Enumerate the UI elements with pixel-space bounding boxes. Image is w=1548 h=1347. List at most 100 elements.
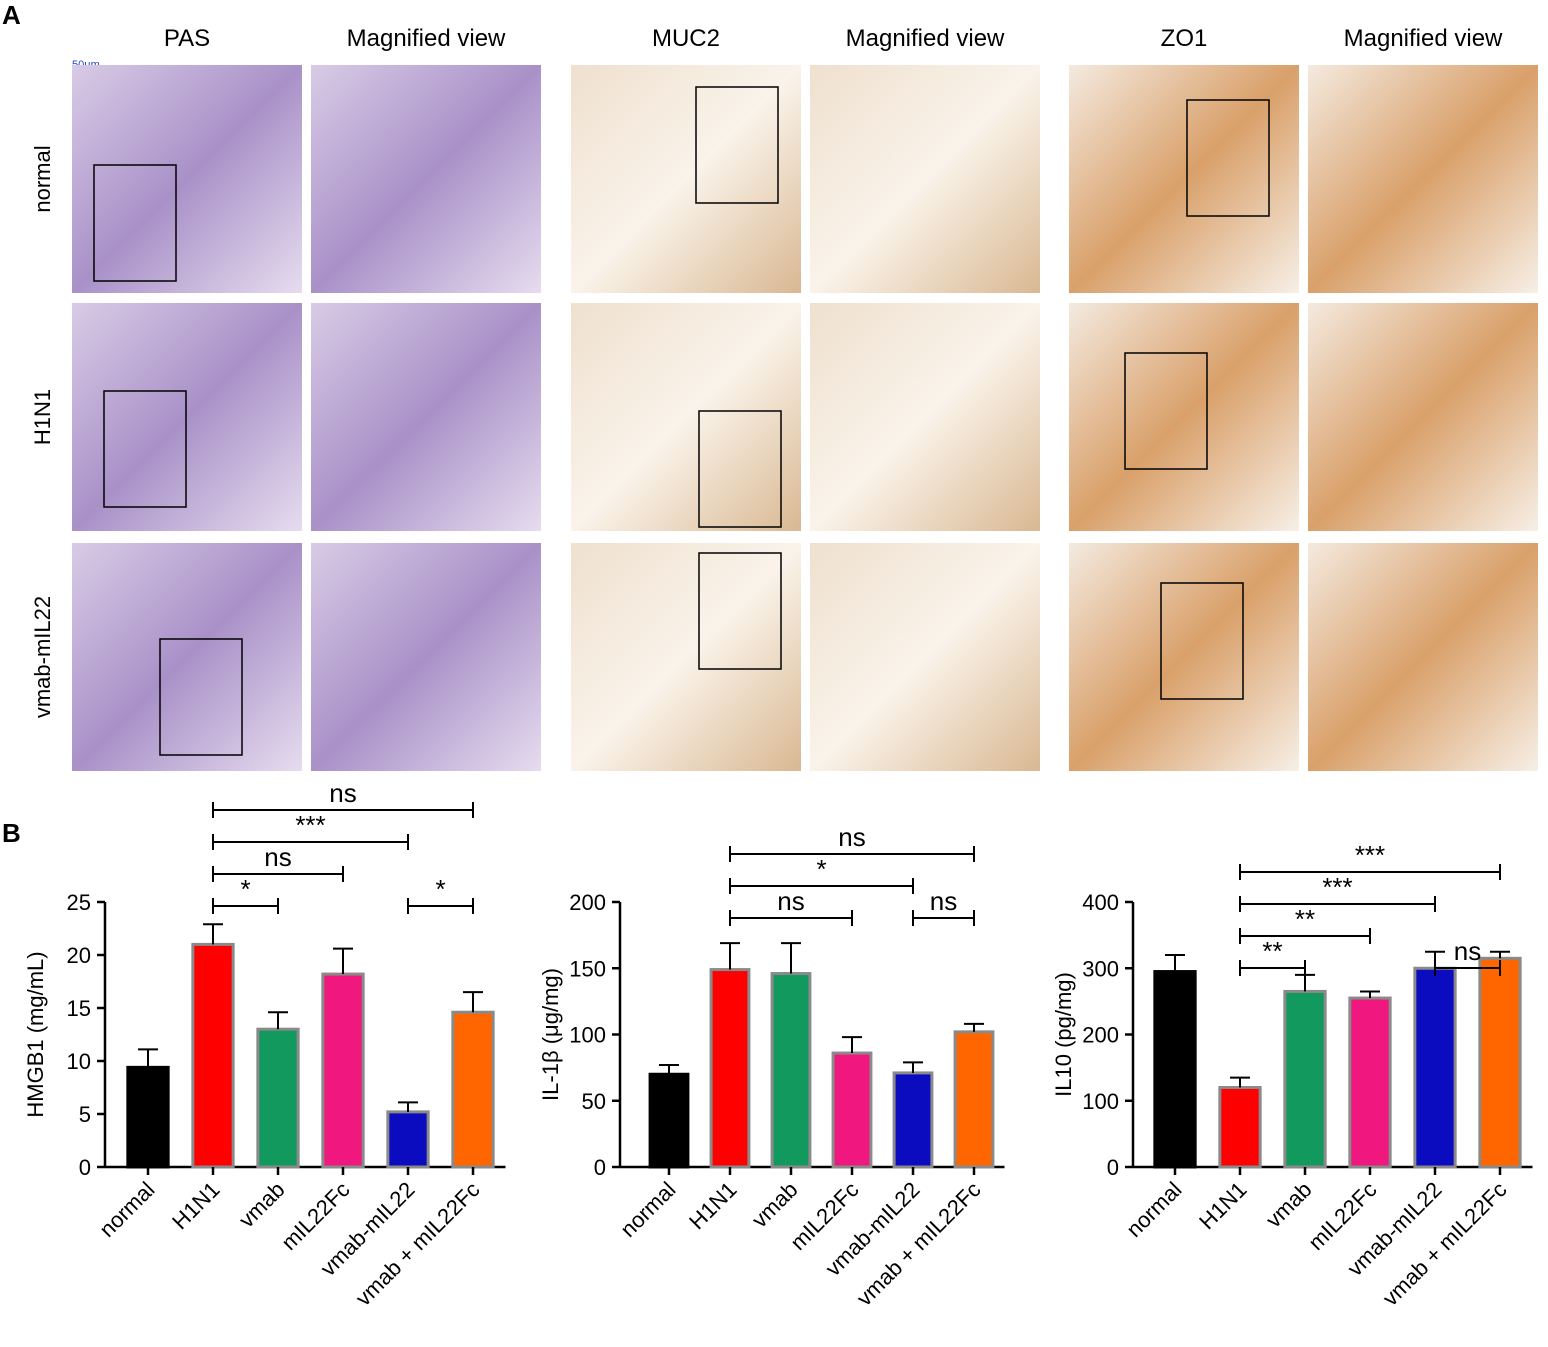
y-tick-label: 20 [67, 943, 91, 968]
bar [126, 1065, 170, 1169]
significance-label: ns [264, 842, 291, 872]
y-tick-label: 0 [1107, 1155, 1119, 1180]
y-tick-label: 25 [67, 890, 91, 915]
bar [256, 1027, 300, 1169]
significance-label: *** [1355, 840, 1385, 870]
column-title: ZO1 [1161, 25, 1208, 52]
micrograph [72, 65, 302, 293]
bar [1218, 1086, 1262, 1169]
y-tick-label: 5 [79, 1102, 91, 1127]
bar [1478, 956, 1522, 1169]
micrograph [311, 543, 541, 771]
significance-label: ns [838, 822, 865, 852]
bar [191, 942, 235, 1169]
y-tick-label: 50 [582, 1089, 606, 1114]
bar [709, 968, 751, 1169]
x-tick-label: normal [94, 1177, 159, 1242]
bar [892, 1071, 934, 1169]
x-tick-label: vmab [234, 1177, 290, 1233]
significance-label: *** [295, 810, 325, 840]
y-tick-label: 200 [1082, 1023, 1119, 1048]
y-tick-label: 100 [569, 1023, 606, 1048]
zoom-box [698, 410, 782, 528]
y-tick-label: 0 [79, 1155, 91, 1180]
micrograph [72, 303, 302, 531]
zoom-box [1186, 99, 1270, 217]
x-tick-label: vmab + mIL22Fc [351, 1177, 485, 1311]
x-tick-label: H1N1 [1194, 1177, 1251, 1234]
micrograph [1069, 543, 1299, 771]
bar [831, 1051, 873, 1169]
x-tick-label: vmab + mIL22Fc [1378, 1177, 1512, 1311]
row-label: vmab-mIL22 [30, 596, 55, 718]
micrograph [1308, 303, 1538, 531]
micrograph [810, 303, 1040, 531]
micrograph [311, 65, 541, 293]
y-tick-label: 0 [594, 1155, 606, 1180]
zoom-box [1160, 582, 1244, 700]
x-tick-label: H1N1 [684, 1177, 741, 1234]
bar [770, 972, 812, 1169]
row-label: normal [30, 145, 55, 212]
significance-label: * [816, 854, 826, 884]
micrograph [1308, 65, 1538, 293]
significance-label: ns [329, 778, 356, 808]
column-title: Magnified view [846, 25, 1005, 52]
column-title: Magnified view [1344, 25, 1503, 52]
y-tick-label: 10 [67, 1049, 91, 1074]
bar [1153, 970, 1197, 1169]
y-axis-label: IL-1β (μg/mg) [538, 968, 563, 1101]
zoom-box [93, 164, 177, 282]
x-tick-label: H1N1 [167, 1177, 224, 1234]
y-tick-label: 150 [569, 956, 606, 981]
micrograph [571, 303, 801, 531]
micrograph [1069, 303, 1299, 531]
column-title: MUC2 [652, 25, 720, 52]
bar [953, 1030, 995, 1169]
column-title: Magnified view [347, 25, 506, 52]
y-tick-label: 300 [1082, 956, 1119, 981]
panel-label: B [2, 818, 21, 848]
micrograph [1308, 543, 1538, 771]
micrograph [1069, 65, 1299, 293]
panel-label: A [2, 0, 21, 30]
micrograph [810, 65, 1040, 293]
y-tick-label: 15 [67, 996, 91, 1021]
micrograph [311, 303, 541, 531]
x-tick-label: normal [1121, 1177, 1186, 1242]
y-tick-label: 100 [1082, 1089, 1119, 1114]
micrograph [72, 543, 302, 771]
significance-label: ** [1295, 904, 1315, 934]
x-tick-label: vmab [1261, 1177, 1317, 1233]
y-axis-label: IL10 (pg/mg) [1051, 972, 1076, 1097]
micrograph [810, 543, 1040, 771]
zoom-box [698, 552, 782, 670]
zoom-box [103, 390, 187, 508]
significance-label: ns [1454, 936, 1481, 966]
significance-label: ** [1262, 936, 1282, 966]
significance-label: *** [1322, 872, 1352, 902]
row-label: H1N1 [30, 389, 55, 445]
bar [1283, 989, 1327, 1169]
zoom-box [695, 86, 779, 204]
zoom-box [159, 638, 243, 756]
significance-label: * [435, 874, 445, 904]
bar [648, 1072, 690, 1169]
bar [451, 1010, 495, 1169]
y-axis-label: HMGB1 (mg/mL) [23, 951, 48, 1117]
zoom-box [1124, 352, 1208, 470]
x-tick-label: vmab [747, 1177, 803, 1233]
y-tick-label: 400 [1082, 890, 1119, 915]
bar [1348, 996, 1392, 1169]
micrograph [571, 65, 801, 293]
column-title: PAS [164, 25, 210, 52]
x-tick-label: normal [615, 1177, 680, 1242]
significance-label: ns [777, 886, 804, 916]
significance-label: ns [930, 886, 957, 916]
y-tick-label: 200 [569, 890, 606, 915]
significance-label: * [240, 874, 250, 904]
bar [386, 1110, 430, 1169]
micrograph [571, 543, 801, 771]
bar [321, 972, 365, 1169]
